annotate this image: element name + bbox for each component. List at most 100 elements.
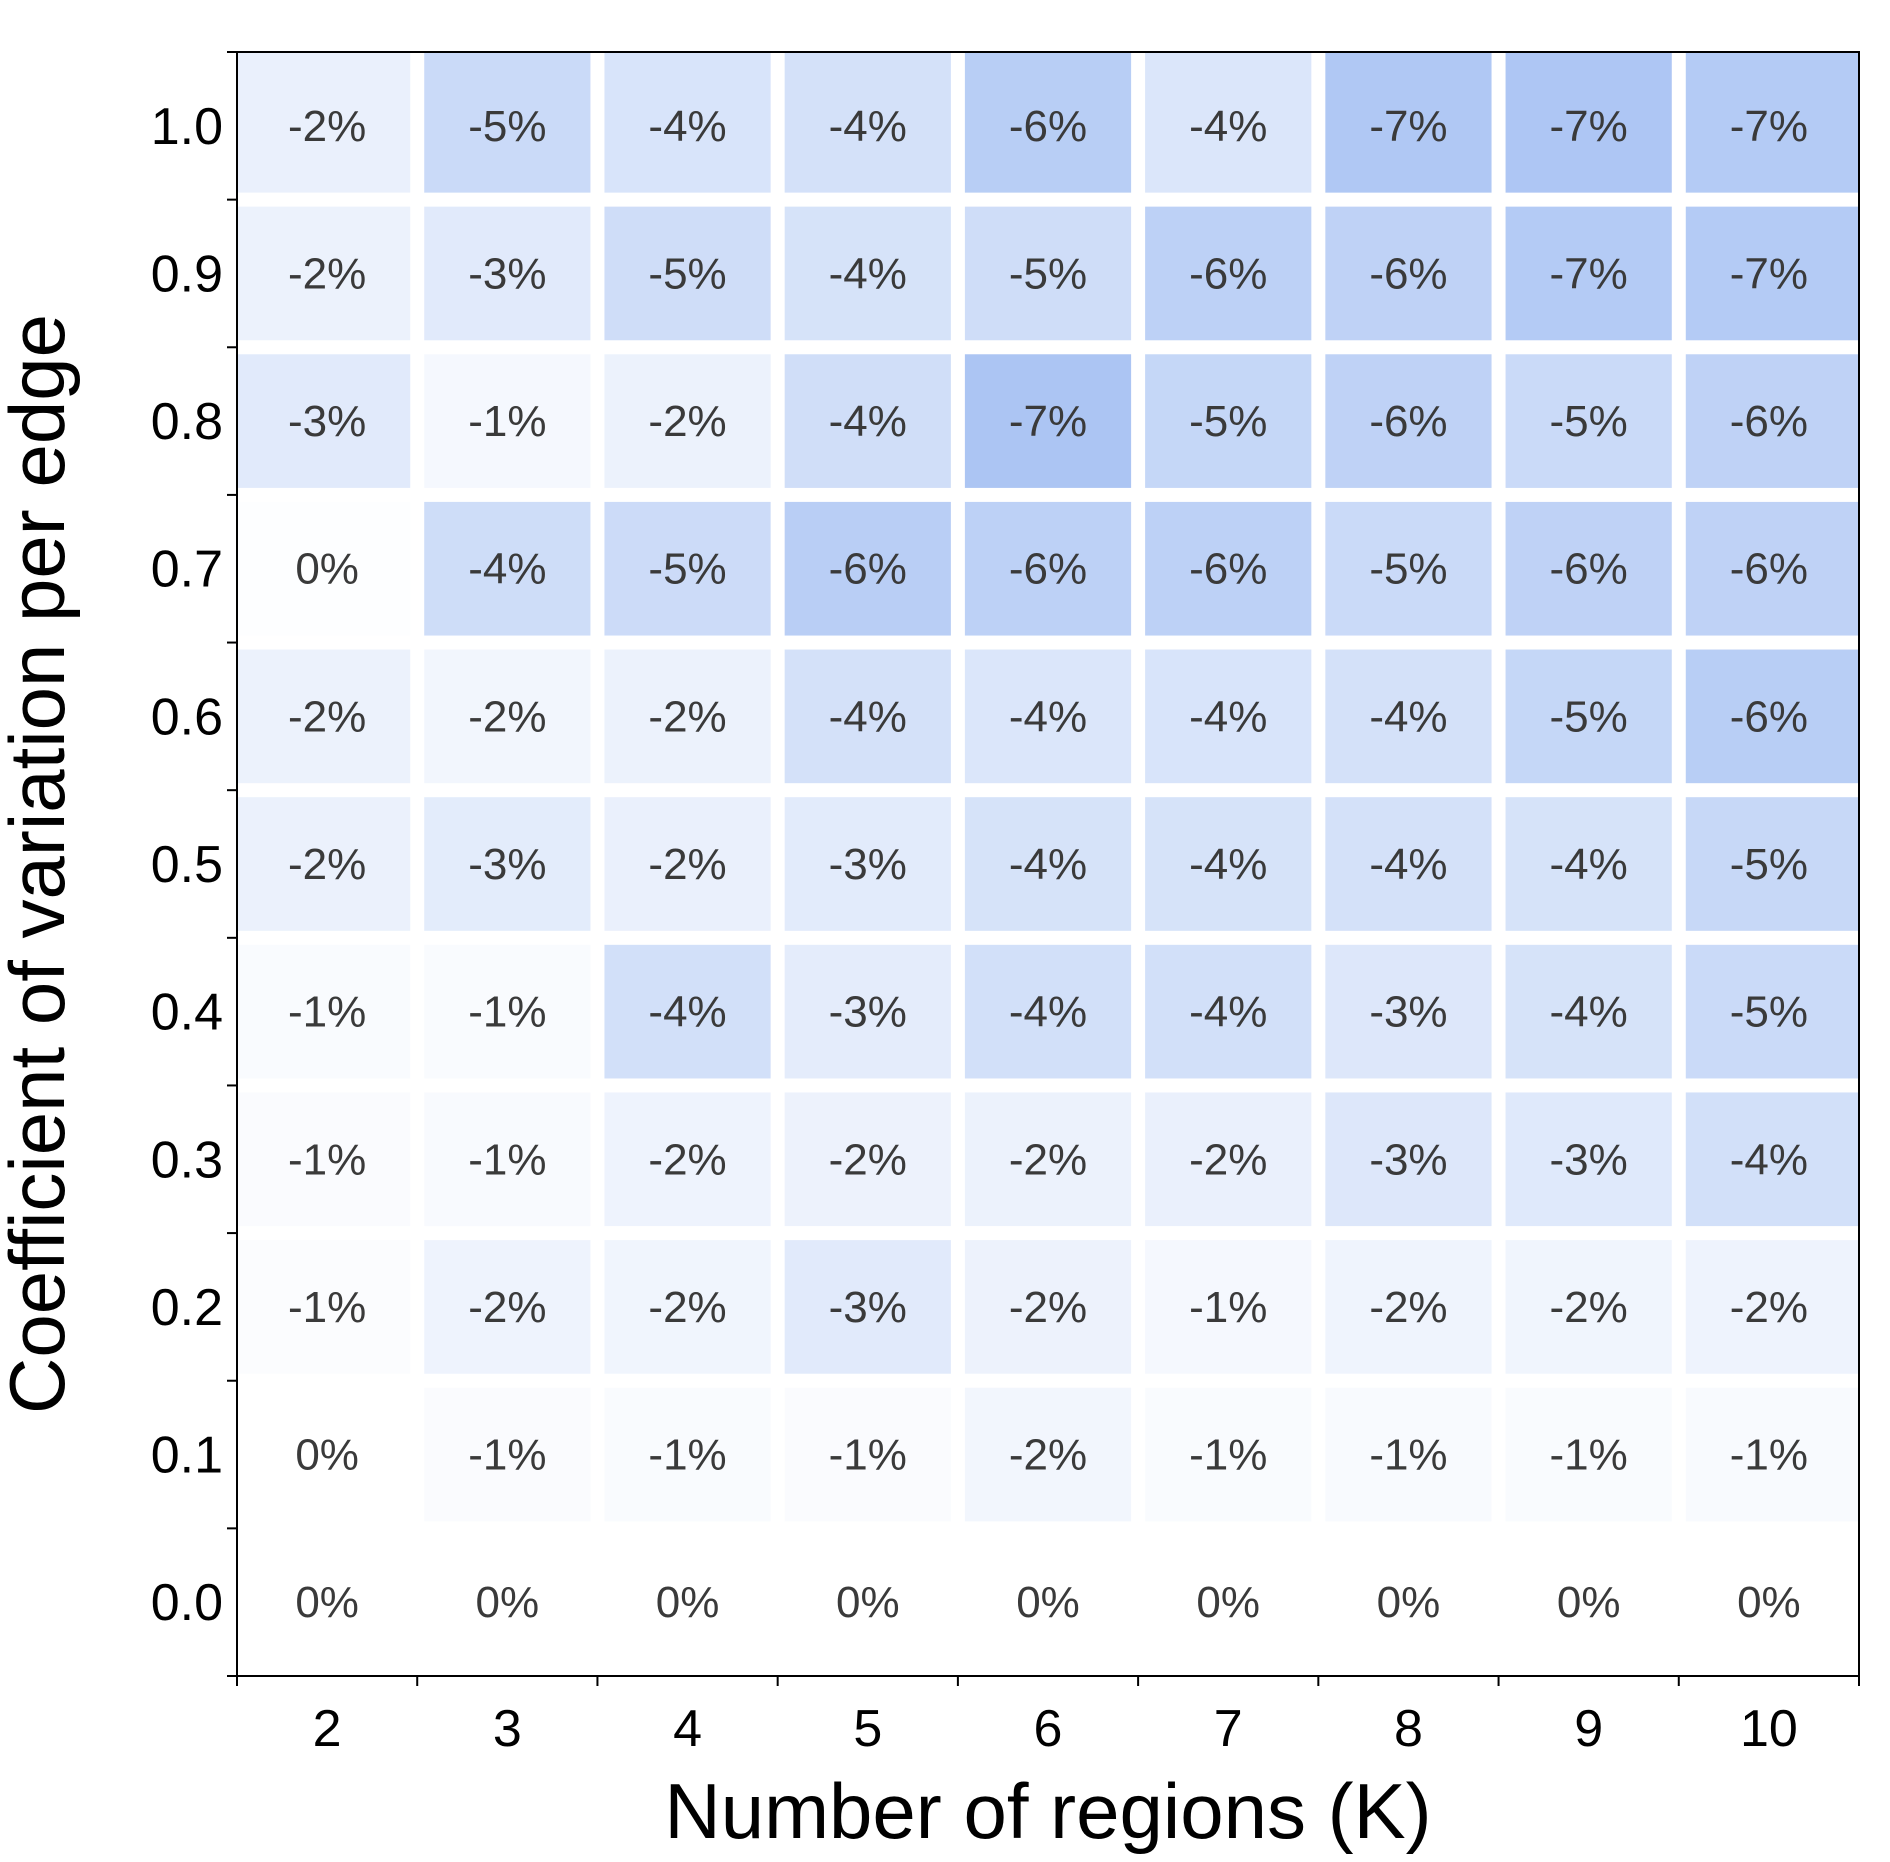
heatmap-cell [1325,501,1492,636]
heatmap-cell [1325,649,1492,784]
heatmap-cell [1145,206,1312,341]
cell-value-label: -2% [1550,1283,1628,1332]
heatmap-cell [424,354,591,488]
cell-value-label: -2% [468,692,546,741]
heatmap-cell [604,797,771,931]
cell-value-label: -6% [1730,692,1808,741]
cell-value-label: -2% [1009,1283,1087,1332]
heatmap-cell [1505,206,1672,341]
heatmap-cell [1685,1092,1859,1227]
cell-value-label: -5% [1550,692,1628,741]
heatmap-cell [237,501,411,636]
heatmap-cell-labels: 0% 0% 0% 0% 0% 0% 0% 0% 0% 0% -1% -1% -1% -2% -1% -1% -1… [288,102,1808,1627]
cell-value-label: -5% [1369,545,1447,594]
heatmap-cell [1145,501,1312,636]
heatmap-cell [1685,649,1859,784]
cell-value-label: -5% [468,102,546,151]
cell-value-label: -4% [648,988,726,1037]
cell-value-label: -6% [1730,545,1808,594]
heatmap-cell [1145,649,1312,784]
cell-value-label: -2% [288,692,366,741]
x-axis-tick-labels: 2 3 4 5 6 7 8 9 10 [313,1700,1798,1758]
cell-value-label: -3% [288,397,366,446]
heatmap-cell [1325,1092,1492,1227]
cell-value-label: -4% [1189,988,1267,1037]
cell-value-label: -6% [829,545,907,594]
y-tick-label: 0.9 [151,245,223,303]
heatmap-cell [1505,1240,1672,1374]
heatmap-cell [1145,52,1312,193]
cell-value-label: -4% [1369,692,1447,741]
heatmap-cell [1325,206,1492,341]
cell-value-label: -3% [1369,988,1447,1037]
heatmap-cell [424,1092,591,1227]
cell-value-label: -1% [468,988,546,1037]
cell-value-label: -4% [829,102,907,151]
heatmap-cell [784,1092,951,1227]
heatmap-cell [964,797,1132,931]
x-axis-ticks [236,1676,1860,1686]
cell-value-label: -2% [1730,1283,1808,1332]
heatmap-cell [964,1387,1132,1522]
cell-value-label: -1% [1189,1431,1267,1480]
heatmap-cell [1145,354,1312,488]
cell-value-label: -2% [829,1135,907,1184]
heatmap-cell [964,52,1132,193]
heatmap-cell [784,501,951,636]
cell-value-label: -4% [1009,840,1087,889]
cell-value-label: 0% [1016,1578,1080,1627]
x-axis-title: Number of regions (K) [664,1767,1431,1855]
heatmap-cell [604,1092,771,1227]
heatmap-cell [1145,1240,1312,1374]
heatmap-cell [237,354,411,488]
heatmap-cell [237,1240,411,1374]
cell-value-label: -4% [829,397,907,446]
cell-value-label: -4% [1189,102,1267,151]
heatmap-cell [237,52,411,193]
heatmap-cell [1325,1240,1492,1374]
cell-value-label: -3% [468,249,546,298]
heatmap-cell [1505,354,1672,488]
cell-value-label: -1% [468,397,546,446]
cell-value-label: -7% [1369,102,1447,151]
cell-value-label: -2% [648,692,726,741]
heatmap-cell [964,1240,1132,1374]
y-axis-title: Coefficient of variation per edge [0,314,81,1414]
heatmap-cell [1145,944,1312,1079]
cell-value-label: -7% [1009,397,1087,446]
cell-value-label: -4% [1550,988,1628,1037]
cell-value-label: -4% [1730,1135,1808,1184]
x-tick-label: 4 [673,1700,702,1758]
y-tick-label: 0.4 [151,984,223,1042]
heatmap-cell [1505,1092,1672,1227]
cell-value-label: 0% [1737,1578,1801,1627]
cell-value-label: -1% [1550,1431,1628,1480]
heatmap-cell [1145,797,1312,931]
heatmap-cell [1685,1535,1859,1676]
heatmap-cell [784,354,951,488]
heatmap-cell [784,1535,951,1676]
heatmap-cell [1685,1387,1859,1522]
heatmap-cell [1505,1535,1672,1676]
cell-value-label: -2% [648,1135,726,1184]
cell-value-label: 0% [656,1578,720,1627]
x-tick-label: 5 [853,1700,882,1758]
cell-value-label: 0% [1557,1578,1621,1627]
heatmap-cell [1685,52,1859,193]
heatmap-cell [604,944,771,1079]
cell-value-label: -2% [1369,1283,1447,1332]
heatmap-cell [964,206,1132,341]
heatmap-cell [237,1535,411,1676]
plot-border [236,51,1860,1677]
heatmap-cell [604,501,771,636]
cell-value-label: -5% [648,545,726,594]
cell-value-label: -5% [1009,249,1087,298]
x-tick-label: 9 [1574,1700,1603,1758]
cell-value-label: -2% [648,840,726,889]
cell-value-label: -4% [829,249,907,298]
cell-value-label: -5% [1550,397,1628,446]
heatmap-cell [424,797,591,931]
heatmap-cell [604,52,771,193]
heatmap-cell [237,797,411,931]
cell-value-label: -7% [1730,249,1808,298]
